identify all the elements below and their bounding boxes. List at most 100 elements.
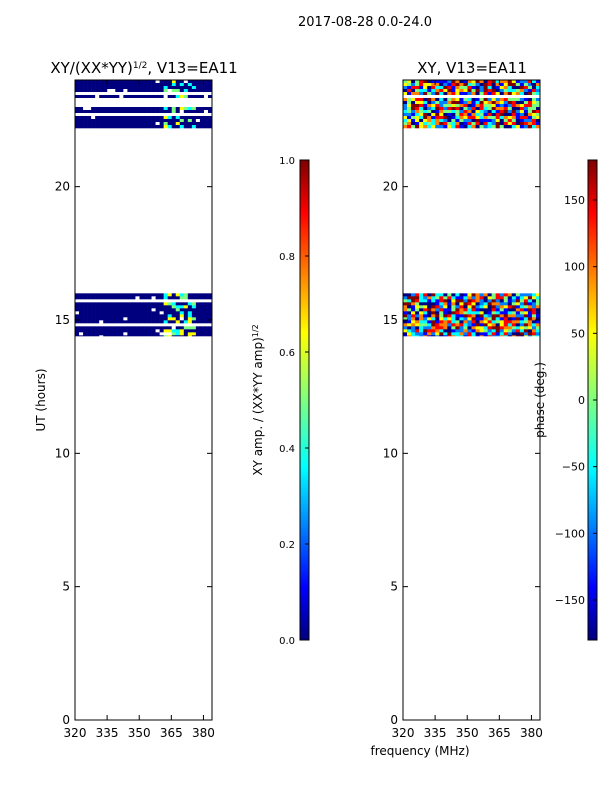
heat-cell (515, 92, 521, 96)
heat-cell (407, 83, 412, 87)
heat-cell (155, 317, 160, 321)
heat-cell (91, 332, 96, 336)
heat-cell (107, 119, 112, 123)
heat-cell (407, 116, 412, 120)
heat-cell (179, 119, 185, 123)
heat-cell (195, 311, 201, 315)
heat-cell (95, 299, 100, 303)
x-tick-label: 365 (160, 726, 183, 740)
heat-cell (159, 317, 164, 321)
heat-cell (207, 113, 213, 117)
heat-cell (471, 305, 476, 309)
heat-cell (459, 92, 464, 96)
heat-cell (195, 92, 201, 96)
heat-cell (167, 125, 173, 129)
heat-cell (127, 101, 132, 105)
heat-cell (507, 299, 513, 303)
heat-cell (159, 80, 164, 84)
heat-cell (187, 116, 193, 120)
heat-cell (483, 98, 488, 102)
heat-cell (503, 98, 509, 102)
heat-cell (91, 92, 96, 96)
heat-cell (83, 83, 88, 87)
heat-cell (495, 122, 501, 126)
heat-cell (75, 299, 80, 303)
heat-cell (123, 125, 128, 129)
heat-cell (119, 329, 124, 333)
heat-cell (203, 107, 209, 111)
heat-cell (207, 125, 213, 129)
heat-cell (519, 83, 525, 87)
heat-cell (167, 311, 173, 315)
heat-cell (155, 83, 160, 87)
heat-cell (107, 92, 112, 96)
heat-cell (107, 311, 112, 315)
heat-cell (167, 98, 173, 102)
heat-cell (483, 329, 488, 333)
left-colorbar: 0.00.20.40.60.81.0 XY amp. / (XX*YY amp)… (251, 156, 310, 647)
heat-cell (471, 101, 476, 105)
heat-cell (535, 323, 541, 327)
heat-cell (91, 122, 96, 126)
heat-cell (103, 95, 108, 99)
heat-cell (95, 311, 100, 315)
heat-cell (187, 80, 193, 84)
heat-cell (83, 302, 88, 306)
heat-cell (135, 89, 140, 93)
heat-cell (431, 296, 436, 300)
heat-cell (483, 302, 488, 306)
heat-cell (87, 317, 92, 321)
heat-cell (119, 83, 124, 87)
heat-cell (463, 311, 468, 315)
heat-cell (91, 116, 96, 120)
heat-cell (79, 107, 84, 111)
heat-cell (459, 326, 464, 330)
heat-cell (155, 101, 160, 105)
heat-cell (487, 104, 492, 108)
heat-cell (179, 332, 185, 336)
heat-cell (451, 95, 456, 99)
heat-cell (407, 125, 412, 129)
heat-cell (139, 80, 144, 84)
heat-cell (95, 293, 100, 297)
heat-cell (403, 80, 408, 84)
heat-cell (75, 326, 80, 330)
heat-cell (455, 308, 460, 312)
heat-cell (511, 296, 517, 300)
heat-cell (151, 104, 156, 108)
heat-cell (87, 104, 92, 108)
heat-cell (135, 119, 140, 123)
heat-cell (103, 104, 108, 108)
heat-cell (511, 95, 517, 99)
heat-cell (107, 107, 112, 111)
heat-cell (95, 323, 100, 327)
heat-cell (455, 335, 460, 337)
heat-cell (407, 296, 412, 300)
heat-cell (471, 314, 476, 318)
heat-cell (499, 110, 505, 114)
heat-cell (527, 98, 533, 102)
heat-cell (447, 122, 452, 126)
heat-cell (75, 86, 80, 90)
heat-cell (187, 92, 193, 96)
heat-cell (207, 317, 213, 321)
heat-cell (203, 308, 209, 312)
heat-cell (119, 98, 124, 102)
heat-cell (487, 293, 492, 297)
heat-cell (487, 308, 492, 312)
heat-cell (447, 320, 452, 324)
heat-cell (455, 104, 460, 108)
heat-cell (411, 311, 416, 315)
heat-cell (419, 125, 424, 129)
heat-cell (99, 323, 104, 327)
heat-cell (175, 104, 181, 108)
heat-cell (471, 326, 476, 330)
heat-cell (123, 113, 128, 117)
heat-cell (103, 122, 108, 126)
left-heatmap (75, 80, 213, 337)
heat-cell (155, 299, 160, 303)
heat-cell (467, 293, 472, 297)
heat-cell (147, 305, 152, 309)
heat-cell (507, 80, 513, 84)
heat-cell (167, 107, 173, 111)
